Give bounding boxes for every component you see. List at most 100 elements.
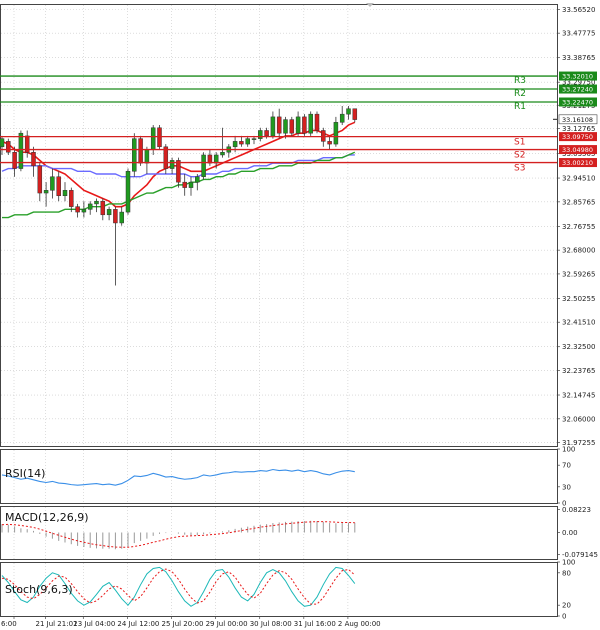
y-tick-label: 32.85765 (562, 198, 595, 206)
candle-body (182, 181, 187, 188)
candle-body (220, 151, 225, 156)
pivot-level-tag (559, 158, 597, 168)
candle-body (176, 160, 181, 183)
stoch-title: Stoch(9,6,3) (5, 583, 73, 596)
y-tick-label: 32.59265 (562, 270, 595, 278)
pivot-level-label: 33.00210 (562, 159, 593, 167)
candle-body (6, 141, 11, 153)
y-tick-label: 0.08223 (562, 506, 591, 514)
candle-body (314, 113, 320, 131)
candle-body (232, 141, 238, 148)
candle-body (106, 209, 112, 216)
candle-body (207, 154, 213, 164)
candle-body (150, 127, 156, 150)
y-tick-label: 32.94510 (562, 175, 595, 183)
y-tick-label: 20 (562, 602, 571, 610)
candle-body (56, 176, 61, 197)
y-tick-label: 0 (562, 613, 566, 621)
candle-body (270, 116, 276, 137)
candle-body (289, 119, 295, 134)
x-tick-label: 25 Jul 20:00 (162, 620, 204, 628)
candle-body (283, 119, 288, 134)
rsi-line (1, 468, 355, 486)
candle-body (0, 138, 5, 148)
pivot-level-tag (559, 132, 597, 142)
pivot-level-label: 33.22470 (562, 99, 593, 107)
candle-body (37, 165, 43, 194)
candle-body (239, 141, 244, 145)
candle-body (195, 176, 200, 183)
candle-body (352, 108, 358, 120)
candle-body (321, 130, 326, 142)
panel-frame (0, 562, 558, 617)
candle-body (144, 149, 150, 164)
stoch-d-line (1, 568, 356, 605)
y-tick-label: 32.06000 (562, 415, 595, 423)
candle-body (81, 209, 87, 213)
candle-body (245, 138, 250, 145)
candle-body (113, 209, 118, 224)
panel-frame (0, 506, 558, 560)
pivot-level-name: S1 (514, 138, 525, 148)
macd-signal-line (1, 521, 355, 548)
y-tick-label: 31.97255 (562, 439, 595, 447)
y-tick-label: 80 (562, 569, 571, 577)
pivot-level-tag (559, 145, 597, 155)
pivot-level-label: 33.32010 (562, 73, 593, 81)
x-tick-label: 29 Jul 00:00 (206, 620, 248, 628)
candle-body (132, 138, 137, 172)
y-tick-label: -0.079145 (562, 551, 598, 559)
y-tick-label: 32.23765 (562, 367, 595, 375)
candle-body (43, 190, 49, 194)
candle-body (138, 138, 143, 164)
x-tick-label: 2 Aug 00:00 (338, 620, 381, 628)
candle-body (339, 113, 345, 123)
candle-body (327, 141, 332, 145)
panel-frame (0, 449, 558, 504)
candle-body (188, 181, 194, 188)
stoch-k-line (1, 566, 356, 607)
pivot-level-name: R1 (514, 102, 526, 112)
candle-body (169, 160, 175, 169)
x-tick-label: 6:00 (1, 620, 17, 628)
candle-body (24, 135, 30, 153)
macd-title: MACD(12,26,9) (5, 511, 89, 524)
rsi-title: RSI(14) (5, 467, 45, 480)
candle-body (258, 130, 263, 139)
pivot-level-name: S3 (514, 164, 525, 174)
y-tick-label: 0.00 (562, 529, 578, 537)
candle-body (333, 122, 339, 145)
y-tick-label: 32.68000 (562, 247, 595, 255)
pivot-level-label: 33.04980 (562, 146, 593, 154)
y-tick-label: 32.14745 (562, 392, 595, 400)
y-tick-label: 32.41510 (562, 319, 595, 327)
candle-body (157, 127, 162, 148)
candle-body (302, 116, 307, 134)
x-tick-label: 31 Jul 16:00 (294, 620, 336, 628)
y-tick-label: 33.47775 (562, 30, 595, 38)
pivot-level-tag (559, 84, 597, 94)
pivot-level-name: R3 (514, 76, 526, 86)
y-tick-label: 100 (562, 559, 575, 567)
y-tick-label: 100 (562, 446, 575, 454)
pivot-level-label: 33.27240 (562, 86, 593, 94)
candle-body (31, 151, 36, 167)
candle-body (18, 132, 24, 169)
candle-body (94, 200, 99, 205)
x-tick-label: 30 Jul 08:00 (250, 620, 292, 628)
candle-body (87, 203, 93, 210)
candle-body (50, 176, 55, 191)
x-tick-label: 23 Jul 04:00 (73, 620, 115, 628)
x-tick-label: 21 Jul 21:01 (36, 620, 78, 628)
y-tick-label: 32.76755 (562, 223, 595, 231)
y-tick-label: 33.56520 (562, 6, 595, 14)
candle-body (100, 200, 106, 216)
pivot-level-tag (559, 71, 597, 81)
current-price-label: 33.16108 (562, 116, 593, 124)
panel-frame (0, 4, 558, 447)
y-tick-label: 0 (562, 500, 566, 508)
candle-body (251, 138, 257, 140)
y-tick-label: 33.12765 (562, 125, 595, 133)
pivot-level-tag (559, 97, 597, 107)
